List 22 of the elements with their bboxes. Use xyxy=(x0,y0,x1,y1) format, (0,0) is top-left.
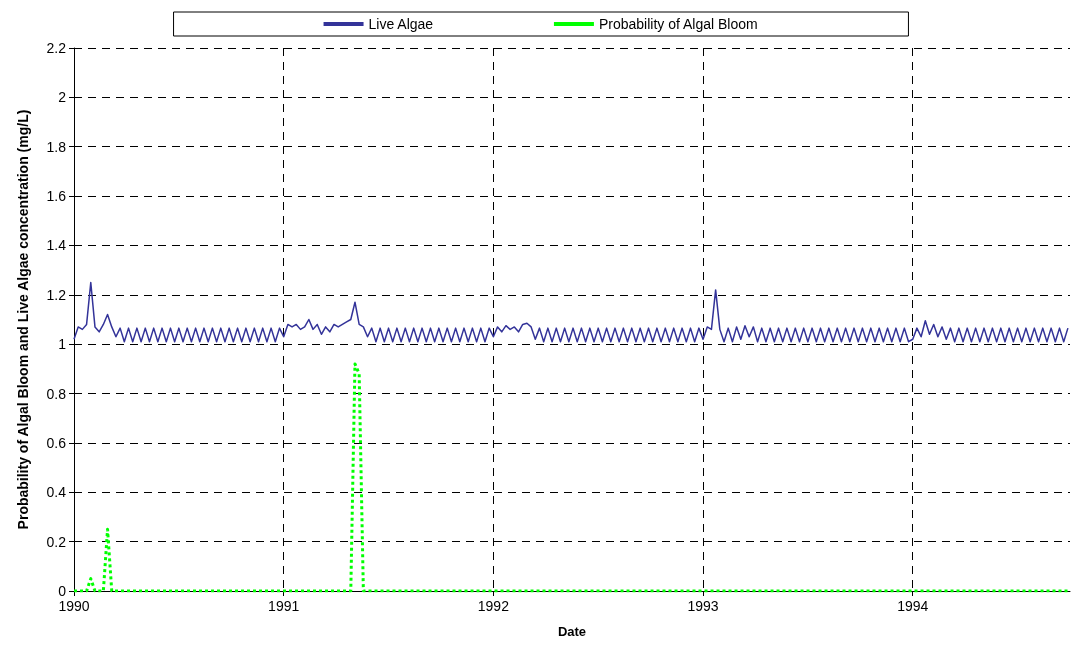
y-axis-title: Probability of Algal Bloom and Live Algae concentration (mg/L) xyxy=(15,109,31,530)
y-tick-label: 0 xyxy=(58,583,67,599)
y-tick-label: 0.8 xyxy=(46,385,67,402)
x-tick-label: 1991 xyxy=(268,598,300,614)
y-tick-label: 1.6 xyxy=(46,188,67,205)
x-tick-label: 1992 xyxy=(477,598,510,614)
y-tick-label: 1.8 xyxy=(46,138,67,155)
x-tick-label: 1993 xyxy=(687,598,719,614)
y-tick-label: 1.2 xyxy=(46,286,67,303)
legend-label: Live Algae xyxy=(368,16,434,32)
x-axis-title: Date xyxy=(557,624,587,639)
y-tick-label: 0.2 xyxy=(46,533,67,550)
y-tick-label: 1 xyxy=(58,336,67,353)
legend-label: Probability of Algal Bloom xyxy=(598,16,758,32)
y-tick-label: 1.4 xyxy=(46,237,67,254)
x-tick-label: 1990 xyxy=(58,598,90,614)
x-tick-label: 1994 xyxy=(897,598,929,614)
y-tick-label: 2 xyxy=(58,89,67,106)
y-tick-label: 0.6 xyxy=(46,434,67,451)
line-series xyxy=(73,281,1069,343)
y-tick-label: 2.2 xyxy=(46,40,67,56)
y-tick-label: 0.4 xyxy=(46,484,67,501)
